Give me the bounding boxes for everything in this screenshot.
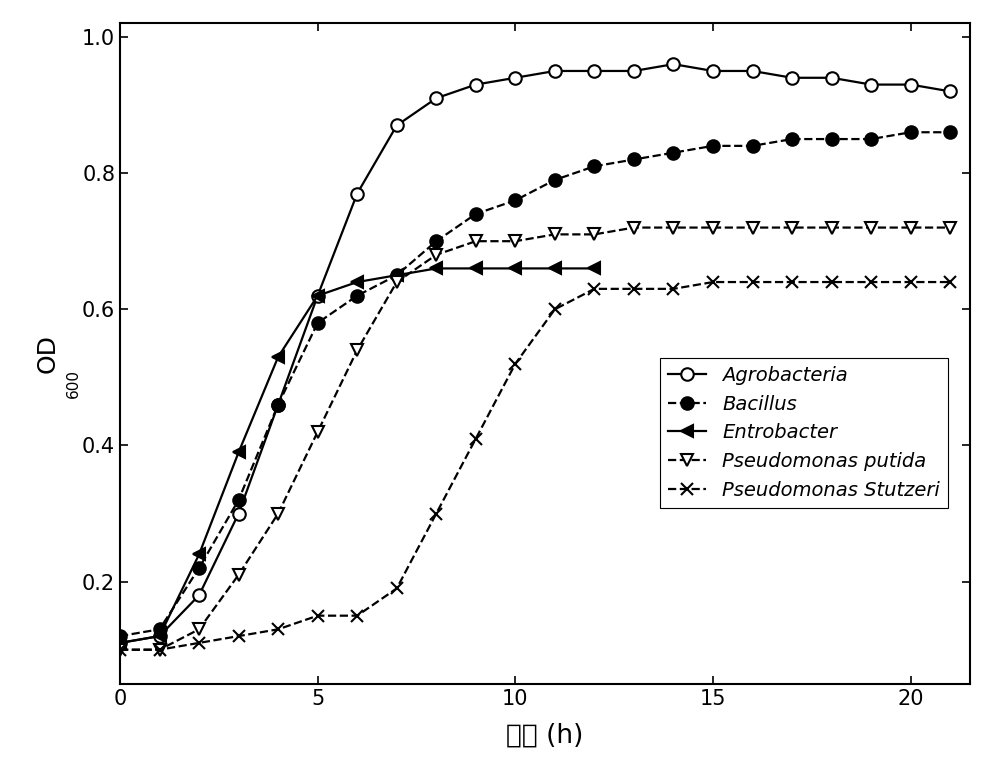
X-axis label: 时间 (h): 时间 (h) bbox=[506, 723, 584, 748]
Text: 600: 600 bbox=[66, 369, 81, 398]
Legend: Agrobacteria, Bacillus, Entrobacter, Pseudomonas putida, Pseudomonas Stutzeri: Agrobacteria, Bacillus, Entrobacter, Pse… bbox=[660, 358, 948, 507]
Text: OD: OD bbox=[36, 334, 60, 373]
